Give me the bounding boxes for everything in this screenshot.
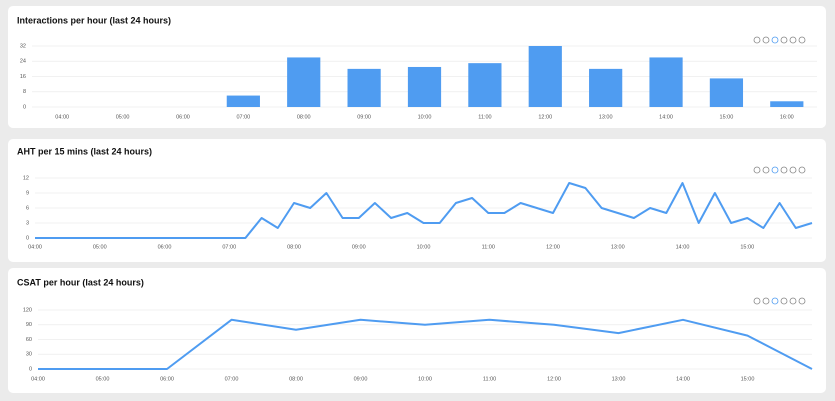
- toolbar-pan[interactable]: [780, 166, 788, 174]
- x-tick-label: 15:00: [741, 376, 755, 382]
- x-tick-label: 11:00: [478, 114, 491, 120]
- bar: [347, 68, 381, 107]
- y-tick-label: 60: [26, 337, 32, 343]
- y-tick-label: 0: [29, 366, 32, 372]
- card: [8, 139, 826, 262]
- y-tick-label: 6: [26, 205, 29, 211]
- x-tick-label: 15:00: [740, 244, 754, 250]
- bar: [709, 78, 744, 107]
- bar: [649, 57, 683, 107]
- y-tick-label: 30: [26, 352, 32, 358]
- bar: [589, 68, 623, 107]
- x-tick-label: 05:00: [116, 114, 130, 120]
- chart-title: CSAT per hour (last 24 hours): [17, 277, 144, 287]
- y-tick-label: 9: [26, 190, 29, 196]
- x-tick-label: 05:00: [93, 244, 107, 250]
- y-tick-label: 8: [23, 89, 26, 95]
- y-tick-label: 0: [23, 104, 26, 110]
- toolbar-zoom[interactable]: [771, 166, 779, 174]
- y-tick-label: 0: [26, 235, 29, 241]
- toolbar-home[interactable]: [789, 166, 797, 174]
- x-tick-label: 09:00: [357, 114, 371, 120]
- x-tick-label: 07:00: [236, 114, 250, 120]
- chart-title: AHT per 15 mins (last 24 hours): [17, 146, 152, 156]
- x-tick-label: 10:00: [418, 376, 432, 382]
- toolbar-zoom-out[interactable]: [762, 297, 770, 305]
- x-tick-label: 04:00: [31, 376, 45, 382]
- card: [8, 268, 826, 393]
- bar: [407, 66, 442, 107]
- toolbar-zoom-in[interactable]: [753, 36, 761, 44]
- y-tick-label: 120: [23, 307, 32, 313]
- toolbar-home[interactable]: [789, 36, 797, 44]
- toolbar-pan[interactable]: [780, 36, 788, 44]
- bar: [528, 46, 562, 107]
- x-tick-label: 08:00: [297, 114, 311, 120]
- y-tick-label: 24: [20, 59, 26, 65]
- x-tick-label: 06:00: [176, 114, 190, 120]
- x-tick-label: 10:00: [418, 114, 432, 120]
- x-tick-label: 09:00: [354, 376, 368, 382]
- x-tick-label: 07:00: [222, 244, 236, 250]
- x-tick-label: 06:00: [158, 244, 172, 250]
- x-tick-label: 04:00: [55, 114, 69, 120]
- x-tick-label: 15:00: [720, 114, 734, 120]
- toolbar-menu[interactable]: [798, 297, 806, 305]
- x-tick-label: 12:00: [538, 114, 552, 120]
- y-tick-label: 32: [20, 43, 26, 49]
- x-tick-label: 12:00: [547, 376, 561, 382]
- y-tick-label: 90: [26, 322, 32, 328]
- bar: [770, 101, 804, 107]
- bar: [226, 95, 260, 107]
- x-tick-label: 14:00: [659, 114, 673, 120]
- x-tick-label: 13:00: [599, 114, 613, 120]
- x-tick-label: 11:00: [482, 244, 495, 250]
- toolbar-zoom[interactable]: [771, 297, 779, 305]
- x-tick-label: 08:00: [287, 244, 301, 250]
- x-tick-label: 04:00: [28, 244, 42, 250]
- x-tick-label: 14:00: [676, 376, 690, 382]
- toolbar-pan[interactable]: [780, 297, 788, 305]
- y-tick-label: 12: [23, 175, 29, 181]
- x-tick-label: 06:00: [160, 376, 174, 382]
- bar: [468, 63, 502, 107]
- x-tick-label: 13:00: [612, 376, 626, 382]
- toolbar-zoom-out[interactable]: [762, 166, 770, 174]
- toolbar-menu[interactable]: [798, 166, 806, 174]
- toolbar-home[interactable]: [789, 297, 797, 305]
- x-tick-label: 08:00: [289, 376, 303, 382]
- toolbar-zoom-in[interactable]: [753, 297, 761, 305]
- x-tick-label: 09:00: [352, 244, 366, 250]
- bar: [287, 57, 321, 107]
- toolbar-zoom-out[interactable]: [762, 36, 770, 44]
- chart-title: Interactions per hour (last 24 hours): [17, 15, 171, 25]
- line: [35, 182, 813, 239]
- toolbar-zoom[interactable]: [771, 36, 779, 44]
- x-tick-label: 12:00: [546, 244, 560, 250]
- toolbar-menu[interactable]: [798, 36, 806, 44]
- x-tick-label: 13:00: [611, 244, 625, 250]
- y-tick-label: 3: [26, 220, 29, 226]
- x-tick-label: 16:00: [780, 114, 794, 120]
- x-tick-label: 14:00: [676, 244, 690, 250]
- x-tick-label: 10:00: [417, 244, 431, 250]
- line: [38, 318, 813, 370]
- x-tick-label: 07:00: [225, 376, 239, 382]
- toolbar-zoom-in[interactable]: [753, 166, 761, 174]
- x-tick-label: 11:00: [483, 376, 496, 382]
- x-tick-label: 05:00: [96, 376, 110, 382]
- y-tick-label: 16: [20, 74, 26, 80]
